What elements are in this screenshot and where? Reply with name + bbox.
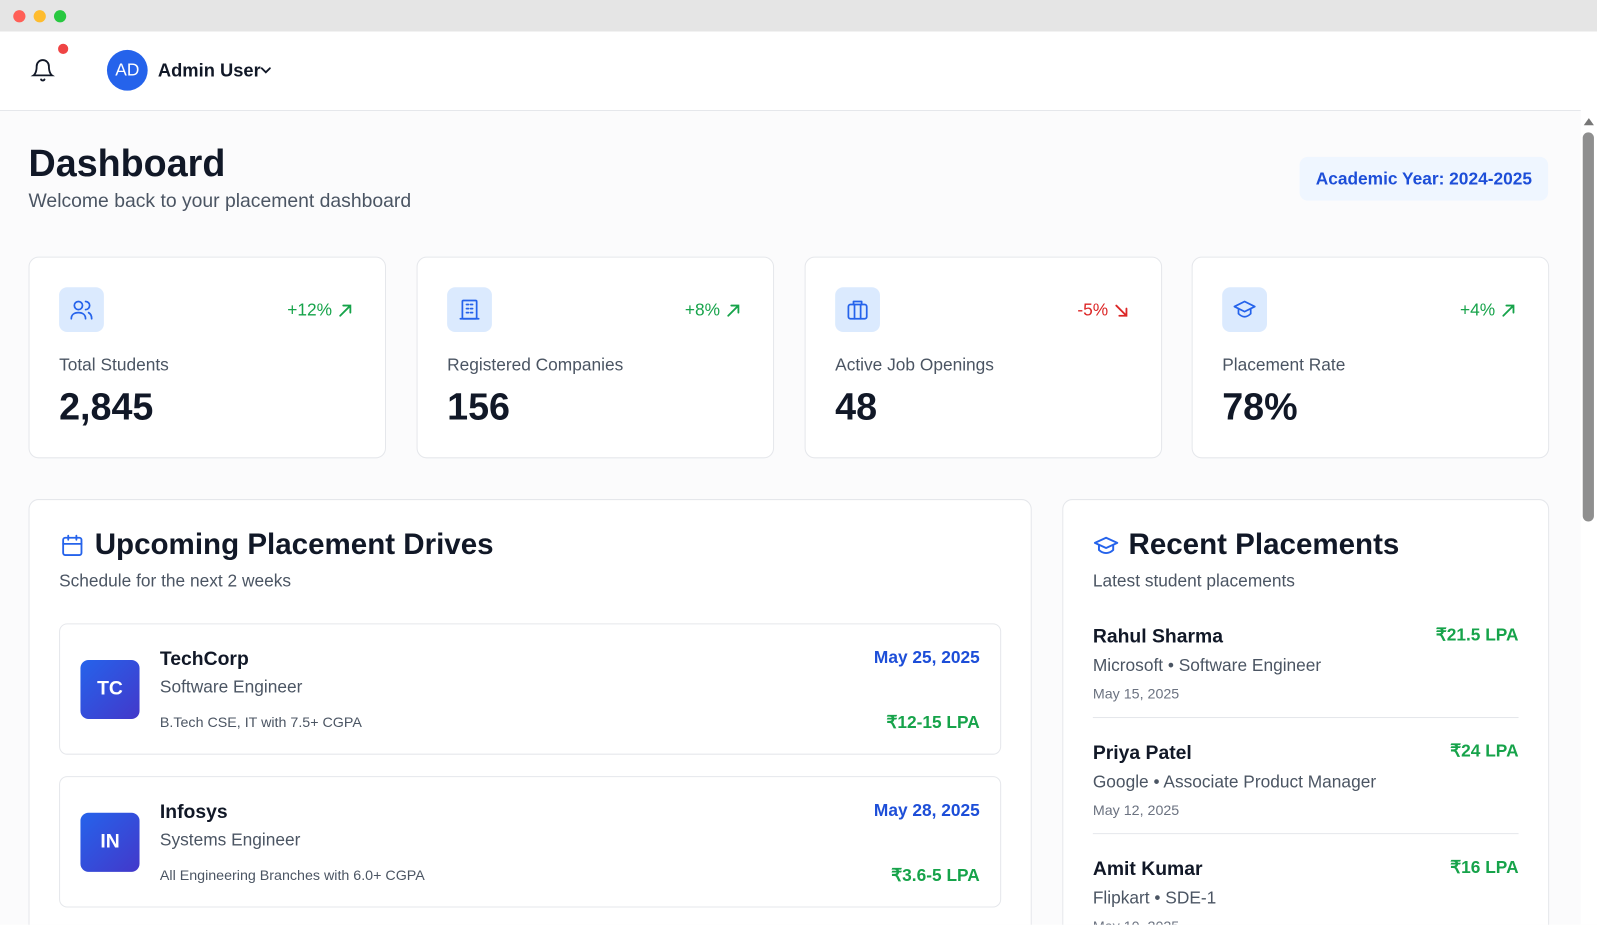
- minimize-button[interactable]: [33, 10, 46, 23]
- user-name[interactable]: Admin User: [157, 60, 261, 81]
- drive-package: ₹3.6-5 LPA: [891, 865, 980, 886]
- company-logo: TC: [80, 659, 140, 720]
- drive-item[interactable]: IN Infosys Systems Engineer All Engineering…: [59, 776, 1002, 908]
- stat-value: 156: [447, 386, 510, 428]
- page-subtitle: Welcome back to your placement dashboard: [28, 190, 412, 212]
- student-name: Rahul Sharma: [1092, 626, 1223, 648]
- top-header: AD Admin User: [0, 31, 1597, 112]
- academic-year-badge: Academic Year: 2024-2025: [1299, 156, 1549, 201]
- stat-icon: [1233, 300, 1256, 318]
- calendar-icon: [62, 534, 83, 556]
- company-logo: IN: [80, 812, 140, 872]
- drive-date: May 28, 2025: [873, 800, 980, 820]
- graduation-icon: [1093, 536, 1119, 555]
- student-name: Amit Kumar: [1092, 858, 1203, 880]
- stat-value: 78%: [1222, 386, 1298, 428]
- avatar[interactable]: AD: [106, 49, 148, 91]
- placements-card: Recent Placements Latest student placeme…: [1062, 499, 1550, 925]
- drives-card: Upcoming Placement Drives Schedule for t…: [28, 499, 1032, 925]
- stat-label: Registered Companies: [447, 355, 624, 375]
- chevron-down[interactable]: [259, 63, 273, 77]
- separator: [1092, 717, 1519, 719]
- placements-subtitle: Latest student placements: [1092, 571, 1295, 591]
- stat-value: 48: [835, 386, 878, 428]
- stat-icon-box: [835, 287, 880, 333]
- stat-label: Placement Rate: [1222, 355, 1346, 375]
- stat-value: 2,845: [59, 386, 154, 428]
- drives-title: Upcoming Placement Drives: [94, 528, 494, 562]
- scrollbar[interactable]: [1580, 109, 1597, 925]
- stat-icon-box: [59, 287, 104, 333]
- placement-package: ₹21.5 LPA: [1435, 625, 1519, 645]
- placement-detail: Flipkart • SDE-1: [1092, 888, 1217, 908]
- drive-date: May 25, 2025: [873, 647, 980, 668]
- stat-card[interactable]: +8% Registered Companies 156: [416, 256, 775, 459]
- placements-title: Recent Placements: [1128, 528, 1400, 562]
- company-name: TechCorp: [159, 648, 249, 671]
- stat-card[interactable]: +12% Total Students 2,845: [28, 256, 387, 459]
- stat-label: Total Students: [59, 355, 169, 375]
- maximize-button[interactable]: [53, 10, 67, 23]
- stat-icon: [847, 300, 868, 320]
- eligibility: B.Tech CSE, IT with 7.5+ CGPA: [159, 713, 362, 731]
- trend-arrow: [1115, 304, 1128, 317]
- company-name: Infosys: [159, 801, 228, 823]
- trend-arrow: [1502, 304, 1515, 317]
- drive-package: ₹12-15 LPA: [886, 712, 980, 733]
- stat-icon-box: [447, 287, 492, 333]
- stat-card[interactable]: -5% Active Job Openings 48: [804, 256, 1163, 459]
- close-button[interactable]: [13, 10, 26, 23]
- placement-detail: Google • Associate Product Manager: [1092, 772, 1377, 792]
- trend-arrow: [339, 304, 352, 317]
- scroll-thumb[interactable]: [1582, 132, 1594, 522]
- drives-subtitle: Schedule for the next 2 weeks: [59, 571, 292, 591]
- job-role: Software Engineer: [159, 677, 303, 697]
- eligibility: All Engineering Branches with 6.0+ CGPA: [159, 866, 425, 884]
- bell-icon[interactable]: [30, 58, 55, 82]
- trend-arrow: [727, 304, 740, 317]
- page-title: Dashboard: [28, 142, 226, 185]
- stat-change: +8%: [684, 300, 721, 320]
- stat-icon-box: [1222, 287, 1268, 333]
- stat-icon: [70, 300, 93, 320]
- placement-detail: Microsoft • Software Engineer: [1092, 655, 1322, 676]
- student-name: Priya Patel: [1092, 742, 1192, 764]
- stat-change: +12%: [287, 300, 333, 320]
- notification-dot: [58, 43, 69, 54]
- placement-date: May 12, 2025: [1092, 801, 1180, 818]
- stat-change: +4%: [1460, 300, 1496, 320]
- stat-icon: [459, 299, 480, 320]
- stat-label: Active Job Openings: [835, 355, 994, 375]
- scroll-up-arrow[interactable]: [1583, 116, 1595, 126]
- placement-date: May 10, 2025: [1093, 918, 1179, 925]
- placement-date: May 15, 2025: [1092, 685, 1180, 702]
- separator: [1092, 833, 1519, 835]
- placement-package: ₹16 LPA: [1450, 857, 1519, 877]
- stat-change: -5%: [1077, 300, 1109, 320]
- title-bar: [0, 0, 1597, 32]
- drive-item[interactable]: TC TechCorp Software Engineer B.Tech CSE, I…: [59, 623, 1002, 755]
- job-role: Systems Engineer: [159, 830, 301, 850]
- placement-package: ₹24 LPA: [1450, 741, 1519, 761]
- stat-card[interactable]: +4% Placement Rate 78%: [1191, 256, 1550, 459]
